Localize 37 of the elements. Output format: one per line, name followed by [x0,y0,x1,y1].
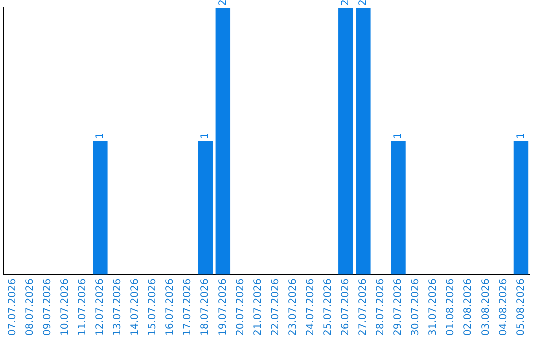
data-label: 1 [95,132,106,140]
x-tick-label: 04.08.2026 [498,278,510,336]
x-tick-label: 28.07.2026 [376,278,387,336]
x-tick-label: 19.07.2026 [218,278,229,336]
x-tick-label: 09.07.2026 [42,278,54,336]
x-tick-label: 14.07.2026 [130,278,142,336]
x-tick-label: 13.07.2026 [112,278,124,336]
x-tick-label: 16.07.2026 [165,278,176,336]
x-tick-label: 02.08.2026 [463,278,474,336]
x-tick-label: 12.07.2026 [95,278,106,336]
x-tick-label: 18.07.2026 [200,278,212,336]
x-tick-label: 31.07.2026 [428,278,440,336]
x-tick-label: 08.07.2026 [24,278,36,336]
x-tick-label: 27.07.2026 [358,278,370,336]
data-label: 1 [393,132,404,140]
data-label: 1 [200,132,212,140]
x-tick-label: 17.07.2026 [182,278,194,336]
x-tick-label: 25.07.2026 [322,278,334,336]
x-tick-label: 20.07.2026 [235,278,246,336]
x-tick-label: 21.07.2026 [252,278,264,336]
x-tick-label: 24.07.2026 [305,278,316,336]
x-tick-label: 05.08.2026 [516,278,527,336]
x-tick-label: 11.07.2026 [77,278,88,336]
x-tick-label: 26.07.2026 [340,278,352,336]
data-label: 1 [516,132,527,140]
x-tick-label: 15.07.2026 [148,278,159,336]
x-tick-label: 10.07.2026 [60,278,71,336]
data-label: 2 [358,0,370,6]
x-tick-label: 22.07.2026 [270,278,282,336]
x-tick-label: 01.08.2026 [446,278,457,336]
data-label: 2 [340,0,352,6]
x-tick-label: 03.08.2026 [480,278,492,336]
data-label: 2 [218,0,229,6]
x-tick-label: 30.07.2026 [410,278,422,336]
x-tick-label: 29.07.2026 [393,278,404,336]
x-tick-label: 07.07.2026 [7,278,18,336]
x-tick-label: 23.07.2026 [288,278,299,336]
